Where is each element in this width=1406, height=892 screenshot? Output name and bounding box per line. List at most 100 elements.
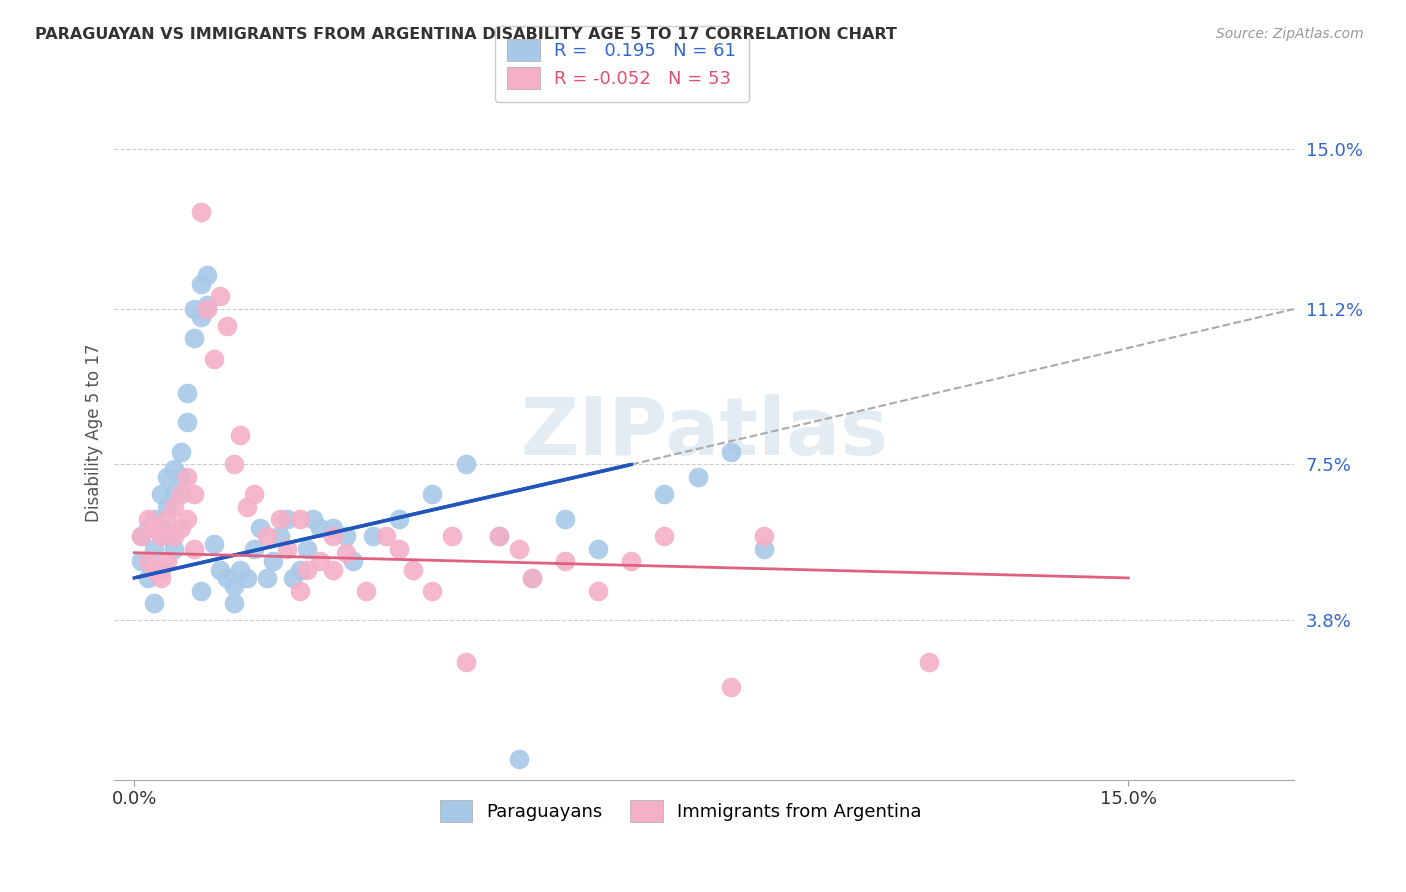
Point [269,529,291,543]
Point [288,512,311,526]
Point [488,529,510,543]
Point [752,541,775,556]
Point [375,529,398,543]
Point [256,529,278,543]
Point [269,512,291,526]
Point [183,487,205,501]
Point [249,520,271,534]
Point [586,583,609,598]
Point [256,571,278,585]
Point [149,562,172,576]
Point [361,529,384,543]
Point [554,512,576,526]
Point [136,571,159,585]
Point [143,512,166,526]
Point [215,318,238,333]
Point [654,487,676,501]
Point [752,529,775,543]
Point [176,416,198,430]
Point [441,529,464,543]
Point [190,583,212,598]
Point [176,512,198,526]
Text: PARAGUAYAN VS IMMIGRANTS FROM ARGENTINA DISABILITY AGE 5 TO 17 CORRELATION CHART: PARAGUAYAN VS IMMIGRANTS FROM ARGENTINA … [35,27,897,42]
Point [322,520,344,534]
Point [222,458,245,472]
Point [149,487,172,501]
Point [170,487,193,501]
Point [149,520,172,534]
Point [222,596,245,610]
Point [222,579,245,593]
Point [163,500,186,514]
Point [288,583,311,598]
Point [209,562,232,576]
Point [202,352,225,367]
Point [156,500,179,514]
Point [170,470,193,484]
Point [195,301,218,316]
Point [156,512,179,526]
Point [242,487,264,501]
Point [686,470,709,484]
Point [520,571,543,585]
Point [156,529,179,543]
Point [170,445,193,459]
Point [195,298,218,312]
Point [149,571,172,585]
Point [209,289,232,303]
Text: ZIPatlas: ZIPatlas [520,394,889,472]
Point [620,554,643,568]
Point [388,541,411,556]
Point [136,520,159,534]
Point [202,537,225,551]
Point [283,571,305,585]
Point [190,310,212,325]
Point [454,458,477,472]
Point [308,554,330,568]
Point [388,512,411,526]
Point [190,205,212,219]
Point [163,461,186,475]
Point [276,541,298,556]
Point [143,596,166,610]
Point [149,529,172,543]
Point [242,541,264,556]
Point [195,268,218,283]
Point [401,562,423,576]
Point [176,386,198,401]
Legend: Paraguayans, Immigrants from Argentina: Paraguayans, Immigrants from Argentina [429,789,932,833]
Point [129,529,152,543]
Point [190,277,212,291]
Point [183,301,205,316]
Point [488,529,510,543]
Point [302,512,325,526]
Point [163,529,186,543]
Point [918,655,941,669]
Point [335,529,357,543]
Point [236,571,259,585]
Point [163,541,186,556]
Point [229,428,252,442]
Y-axis label: Disability Age 5 to 17: Disability Age 5 to 17 [86,343,103,522]
Point [176,470,198,484]
Point [143,541,166,556]
Point [143,520,166,534]
Point [215,571,238,585]
Point [335,546,357,560]
Point [322,562,344,576]
Point [295,562,318,576]
Point [129,554,152,568]
Point [288,562,311,576]
Point [354,583,377,598]
Point [136,554,159,568]
Point [322,529,344,543]
Point [422,583,444,598]
Text: Source: ZipAtlas.com: Source: ZipAtlas.com [1216,27,1364,41]
Point [422,487,444,501]
Point [229,562,252,576]
Point [295,541,318,556]
Point [156,470,179,484]
Point [183,541,205,556]
Point [183,331,205,345]
Point [586,541,609,556]
